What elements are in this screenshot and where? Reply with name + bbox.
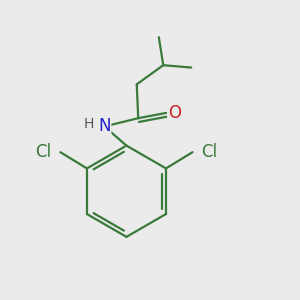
Text: H: H (84, 117, 94, 131)
Text: Cl: Cl (201, 143, 218, 161)
Text: O: O (168, 104, 181, 122)
Text: Cl: Cl (35, 143, 52, 161)
Text: N: N (98, 117, 111, 135)
